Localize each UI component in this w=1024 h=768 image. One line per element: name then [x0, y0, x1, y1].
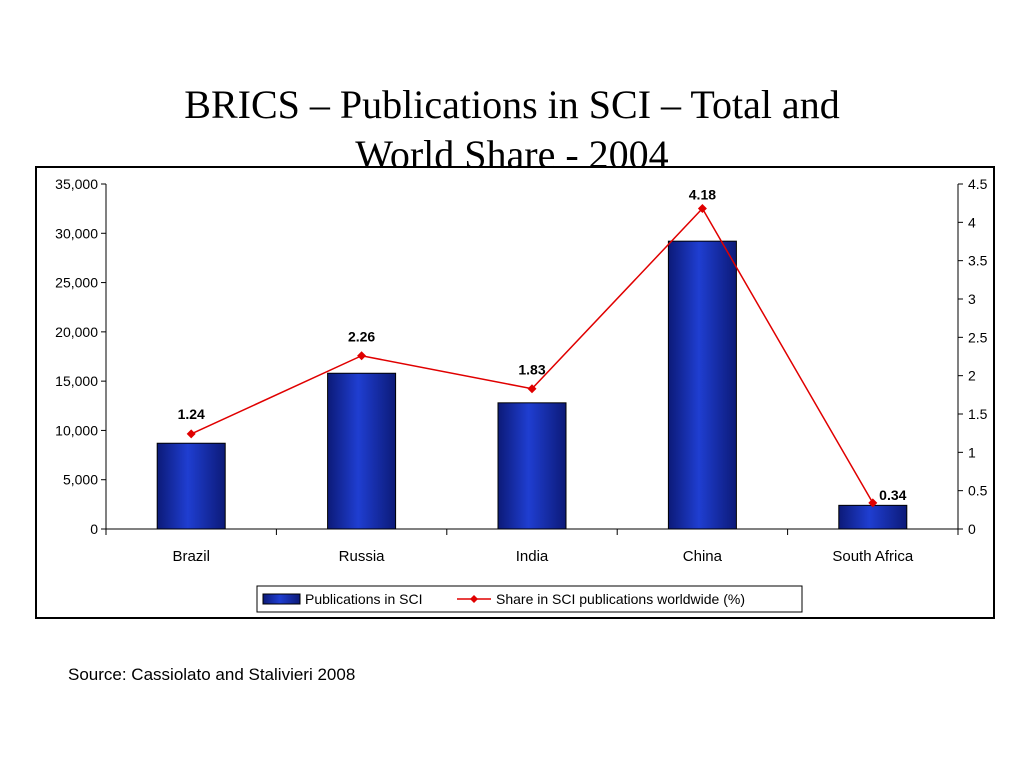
data-label-share: 1.83 [518, 362, 545, 378]
x-axis-category-label: India [516, 548, 549, 565]
slide-title: BRICS – Publications in SCI – Total and … [0, 80, 1024, 180]
legend-box [256, 585, 803, 613]
slide-title-line-1: BRICS – Publications in SCI – Total and [184, 82, 840, 127]
line-marker-russia [357, 351, 367, 361]
left-axis-tick-label: 10,000 [55, 422, 98, 438]
bar-publications-china [667, 240, 737, 530]
legend-swatch-bar [262, 593, 301, 605]
right-axis-tick-label: 2.5 [968, 329, 988, 345]
right-axis-tick-label: 4.5 [968, 176, 988, 192]
right-axis-tick-label: 1.5 [968, 406, 988, 422]
combo-chart: 0 5,000 10,000 15,000 20,000 25,000 30,000 35,0… [55, 176, 988, 613]
bar-publications-brazil [156, 442, 226, 530]
source-note: Source: Cassiolato and Stalivieri 2008 [68, 665, 356, 684]
right-axis-tick-label: 4 [968, 214, 976, 230]
right-axis-tick-label: 0 [968, 521, 976, 537]
legend-label-publications: Publications in SCI [305, 591, 423, 607]
legend-label-share: Share in SCI publications worldwide (%) [496, 591, 745, 607]
data-label-share: 4.18 [689, 187, 716, 203]
left-axis-tick-label: 25,000 [55, 275, 98, 291]
legend: Publications in SCI Share in SCI publicat… [256, 585, 803, 613]
chart-frame: 0 5,000 10,000 15,000 20,000 25,000 30,000 35,0… [35, 166, 995, 619]
x-axis-category-label: Brazil [172, 548, 210, 565]
line-series-group [186, 204, 878, 508]
data-labels-group: 1.24 2.26 1.83 4.18 0.34 [178, 187, 907, 503]
x-axis-category-label: South Africa [832, 548, 914, 565]
left-axis-tick-label: 30,000 [55, 225, 98, 241]
right-axis-tick-label: 0.5 [968, 483, 988, 499]
bar-publications-russia [327, 372, 397, 530]
left-axis-tick-label: 15,000 [55, 373, 98, 389]
data-label-share: 2.26 [348, 329, 375, 345]
line-marker-india [527, 384, 537, 394]
axes-group: 0 5,000 10,000 15,000 20,000 25,000 30,000 35,0… [55, 176, 988, 565]
x-axis-category-label: China [683, 548, 723, 565]
right-axis-tick-label: 3 [968, 291, 976, 307]
legend-swatch-marker [470, 595, 478, 603]
line-marker-south-africa [868, 498, 878, 508]
line-marker-brazil [186, 429, 196, 439]
line-marker-china [697, 204, 707, 214]
bars-group [156, 240, 908, 530]
data-label-share: 0.34 [879, 487, 906, 503]
data-label-share: 1.24 [178, 406, 205, 422]
right-axis-tick-label: 1 [968, 444, 976, 460]
bar-publications-india [497, 402, 567, 530]
bar-publications-south-africa [838, 504, 908, 530]
left-axis-tick-label: 0 [90, 521, 98, 537]
right-axis-tick-label: 2 [968, 368, 976, 384]
x-axis-category-label: Russia [339, 548, 386, 565]
left-axis-tick-label: 20,000 [55, 324, 98, 340]
left-axis-tick-label: 5,000 [63, 472, 98, 488]
left-axis-tick-label: 35,000 [55, 176, 98, 192]
right-axis-tick-label: 3.5 [968, 253, 988, 269]
